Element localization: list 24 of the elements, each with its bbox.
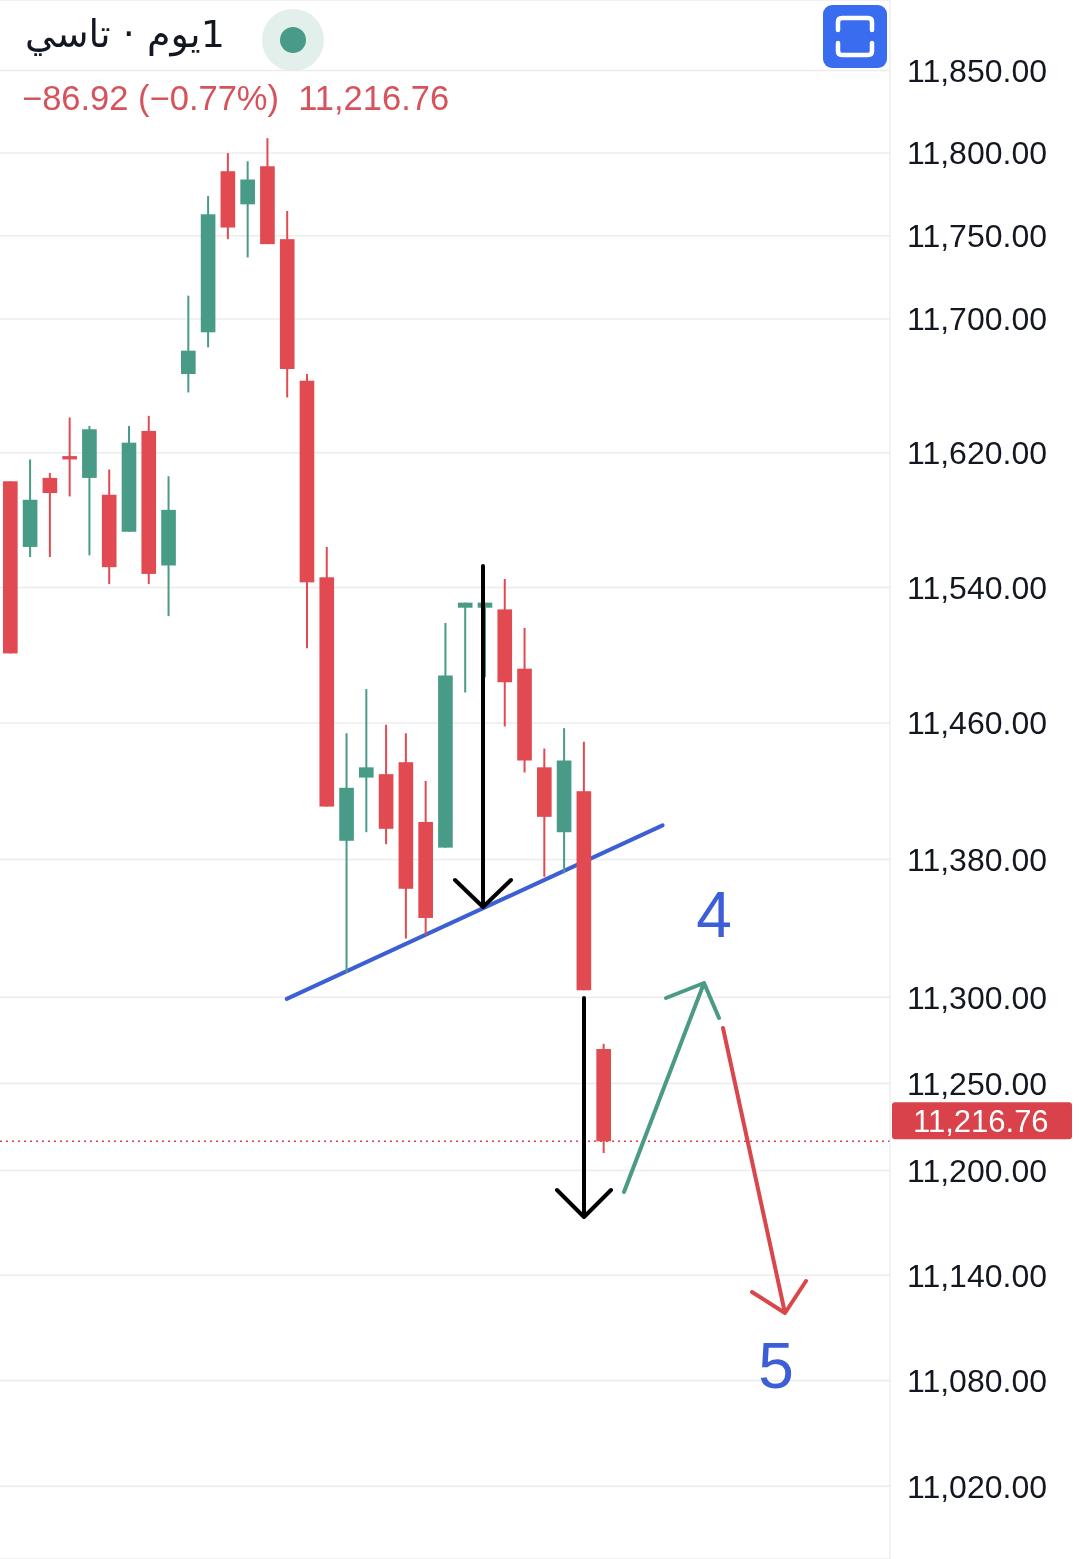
candlestick — [359, 688, 374, 834]
y-tick-label: 11,200.00 — [907, 1152, 1047, 1189]
chart-title: 1يوم · تاسي — [25, 12, 225, 58]
text: −86.92 (−0.77%) 11,216.76 — [22, 78, 450, 119]
y-tick-label: 11,850.00 — [907, 52, 1047, 89]
y-tick-label: 11,250.00 — [907, 1065, 1047, 1102]
y-tick-label: 11,300.00 — [907, 979, 1047, 1016]
y-tick-label: 11,800.00 — [907, 135, 1047, 172]
y-tick-label: 11,380.00 — [907, 841, 1047, 878]
y-tick-label: 11,460.00 — [907, 705, 1047, 742]
y-tick-label: 11,080.00 — [907, 1362, 1047, 1399]
candlestick — [62, 416, 77, 498]
annotation: 4 — [696, 879, 732, 952]
candlestick — [457, 601, 473, 694]
y-tick-label: 11,020.00 — [907, 1468, 1047, 1505]
candlestick — [181, 294, 196, 394]
ref-line-label: 11,216.76 — [913, 1103, 1049, 1139]
y-tick-label: 11,540.00 — [907, 569, 1047, 606]
y-tick-label: 11,750.00 — [907, 218, 1047, 255]
y-tick-label: 11,620.00 — [907, 435, 1047, 472]
y-tick-label: 11,700.00 — [907, 301, 1047, 338]
annotation: 5 — [758, 1330, 794, 1403]
y-tick-label: 11,140.00 — [907, 1257, 1047, 1294]
candlestick — [42, 471, 58, 559]
